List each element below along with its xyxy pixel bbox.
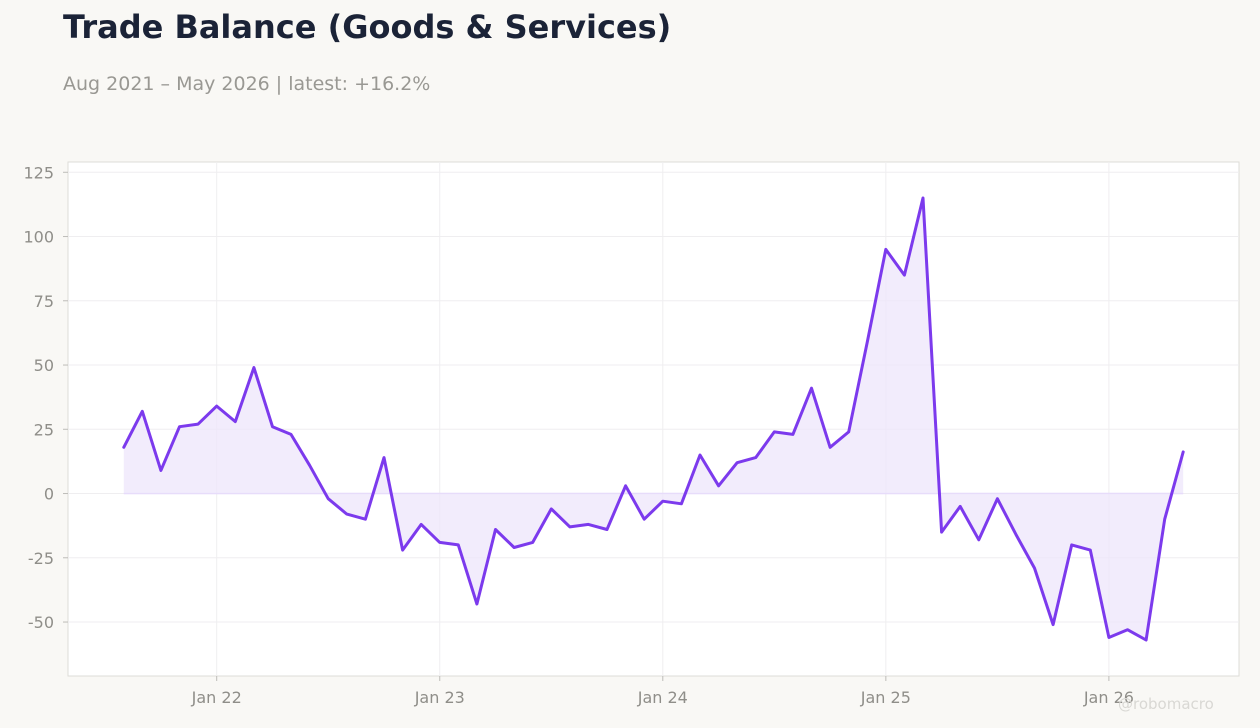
y-tick-label: 0 (44, 485, 54, 504)
series-line (122, 196, 1185, 642)
y-axis: 125 100 75 50 25 0 -25 -50 (23, 163, 68, 632)
x-tick-label: Jan 22 (191, 688, 242, 707)
y-tick-label: -25 (28, 549, 54, 568)
x-axis: Jan 22 Jan 23 Jan 24 Jan 25 Jan 26 (191, 676, 1134, 707)
y-tick-label: 100 (23, 228, 54, 247)
y-tick-label: 25 (34, 420, 54, 439)
x-tick-label: Jan 26 (1083, 688, 1134, 707)
y-tick-label: 75 (34, 292, 54, 311)
watermark: @robomacro (1118, 695, 1214, 713)
x-tick-label: Jan 23 (414, 688, 465, 707)
chart-subtitle: Aug 2021 – May 2026 | latest: +16.2% (63, 73, 431, 95)
y-tick-label: -50 (28, 613, 54, 632)
x-tick-label: Jan 25 (860, 688, 911, 707)
chart-title: Trade Balance (Goods & Services) (63, 8, 672, 46)
area-fill (123, 198, 1184, 640)
y-tick-label: 125 (23, 163, 54, 182)
y-tick-label: 50 (34, 356, 54, 375)
x-tick-label: Jan 24 (637, 688, 688, 707)
